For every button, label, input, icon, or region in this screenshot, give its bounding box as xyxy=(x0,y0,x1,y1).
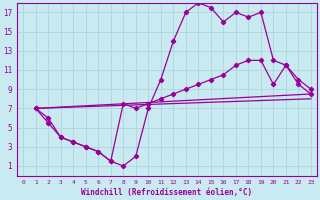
X-axis label: Windchill (Refroidissement éolien,°C): Windchill (Refroidissement éolien,°C) xyxy=(82,188,252,197)
